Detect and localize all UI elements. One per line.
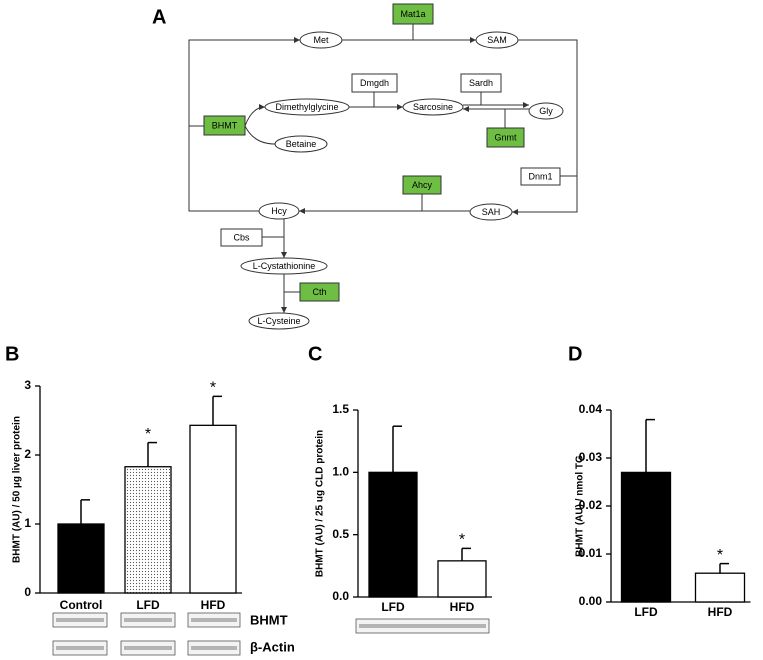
node-box [299, 282, 340, 302]
panel-label: B [5, 343, 19, 365]
blot-band [191, 646, 237, 650]
bar [694, 572, 746, 603]
node-box [203, 115, 246, 136]
x-tick-label: HFD [201, 598, 226, 612]
bar [57, 523, 105, 594]
node-label: Met [313, 35, 329, 45]
y-axis-label: BHMT (AU) / 50 µg liver protein [12, 416, 23, 563]
y-axis-label: BHMT (AU) / 25 ug CLD protein [315, 430, 326, 577]
bar [437, 560, 487, 598]
node-ellipse [469, 203, 513, 221]
node-box [392, 3, 434, 25]
significance-mark: * [459, 532, 465, 549]
bar [368, 471, 418, 598]
x-tick-label: LFD [136, 598, 160, 612]
node-label: SAH [482, 207, 501, 217]
node-label: Betaine [286, 139, 317, 149]
x-tick-label: HFD [450, 600, 475, 614]
blot-band [191, 618, 237, 622]
y-tick-label: 1 [24, 516, 31, 530]
node-ellipse [402, 98, 464, 116]
x-tick-label: HFD [708, 605, 733, 619]
node-label: L-Cystathionine [253, 261, 316, 271]
bar [124, 466, 172, 594]
y-tick-label: 0.02 [579, 498, 603, 512]
node-label: Sarcosine [413, 102, 453, 112]
node-box [351, 73, 398, 93]
node-box [520, 167, 561, 186]
node-ellipse [274, 135, 328, 153]
significance-mark: * [145, 426, 151, 443]
node-label: Cth [312, 287, 326, 297]
node-ellipse [240, 257, 328, 275]
y-axis-label: BHMT (AU) / nmol TG [575, 455, 586, 557]
node-label: Dimethylglycine [275, 102, 338, 112]
significance-mark: * [717, 547, 723, 564]
blot-band [124, 618, 172, 622]
x-tick-label: LFD [381, 600, 405, 614]
connectors [188, 24, 578, 313]
panel-label: A [152, 6, 166, 28]
node-box [486, 127, 525, 148]
node-box [460, 73, 502, 93]
y-tick-label: 0.0 [332, 589, 349, 603]
blot-band [124, 646, 172, 650]
y-tick-label: 1.0 [332, 465, 349, 479]
node-ellipse [248, 312, 310, 330]
y-tick-label: 3 [24, 378, 31, 392]
y-tick-label: 1.5 [332, 402, 349, 416]
blot-band [56, 646, 104, 650]
node-box [220, 228, 263, 247]
node-ellipse [258, 202, 300, 220]
node-box [402, 175, 442, 195]
node-label: Hcy [271, 206, 287, 216]
y-tick-label: 0.04 [579, 402, 603, 416]
node-label: Cbs [233, 232, 250, 242]
y-tick-label: 0.01 [579, 546, 603, 560]
node-label: Mat1a [400, 9, 425, 19]
y-tick-label: 0 [24, 585, 31, 599]
panel-label: C [308, 343, 322, 365]
node-label: BHMT [212, 120, 238, 130]
bar [620, 471, 672, 603]
node-label: L-Cysteine [257, 316, 300, 326]
node-label: SAM [487, 35, 507, 45]
y-tick-label: 0.00 [579, 594, 603, 608]
blot-band [359, 624, 486, 628]
y-tick-label: 2 [24, 447, 31, 461]
node-ellipse [475, 31, 519, 49]
node-ellipse [528, 102, 564, 120]
bar [189, 424, 237, 594]
significance-mark: * [210, 380, 216, 397]
node-label: Dmgdh [360, 78, 389, 88]
node-label: Gnmt [494, 132, 517, 142]
x-tick-label: Control [60, 598, 103, 612]
node-ellipse [264, 98, 350, 116]
blot-label: β-Actin [250, 639, 295, 654]
x-tick-label: LFD [634, 605, 658, 619]
panel-label: D [568, 343, 582, 365]
blot-band [56, 618, 104, 622]
charts: B BHMT (AU) / 50 µg liver protein 0 1 2 3 Cont… [5, 343, 751, 656]
y-tick-label: 0.5 [332, 527, 349, 541]
node-label: Gly [539, 106, 553, 116]
node-label: Dnm1 [528, 171, 552, 181]
blot-label: BHMT [250, 612, 288, 627]
node-ellipse [299, 31, 343, 49]
pathway-diagram: A Mat1a Met SAM Dmgdh Sardh Dimethylglycine Sa… [152, 3, 578, 330]
node-label: Sardh [469, 78, 493, 88]
node-label: Ahcy [412, 180, 433, 190]
y-tick-label: 0.03 [579, 450, 603, 464]
